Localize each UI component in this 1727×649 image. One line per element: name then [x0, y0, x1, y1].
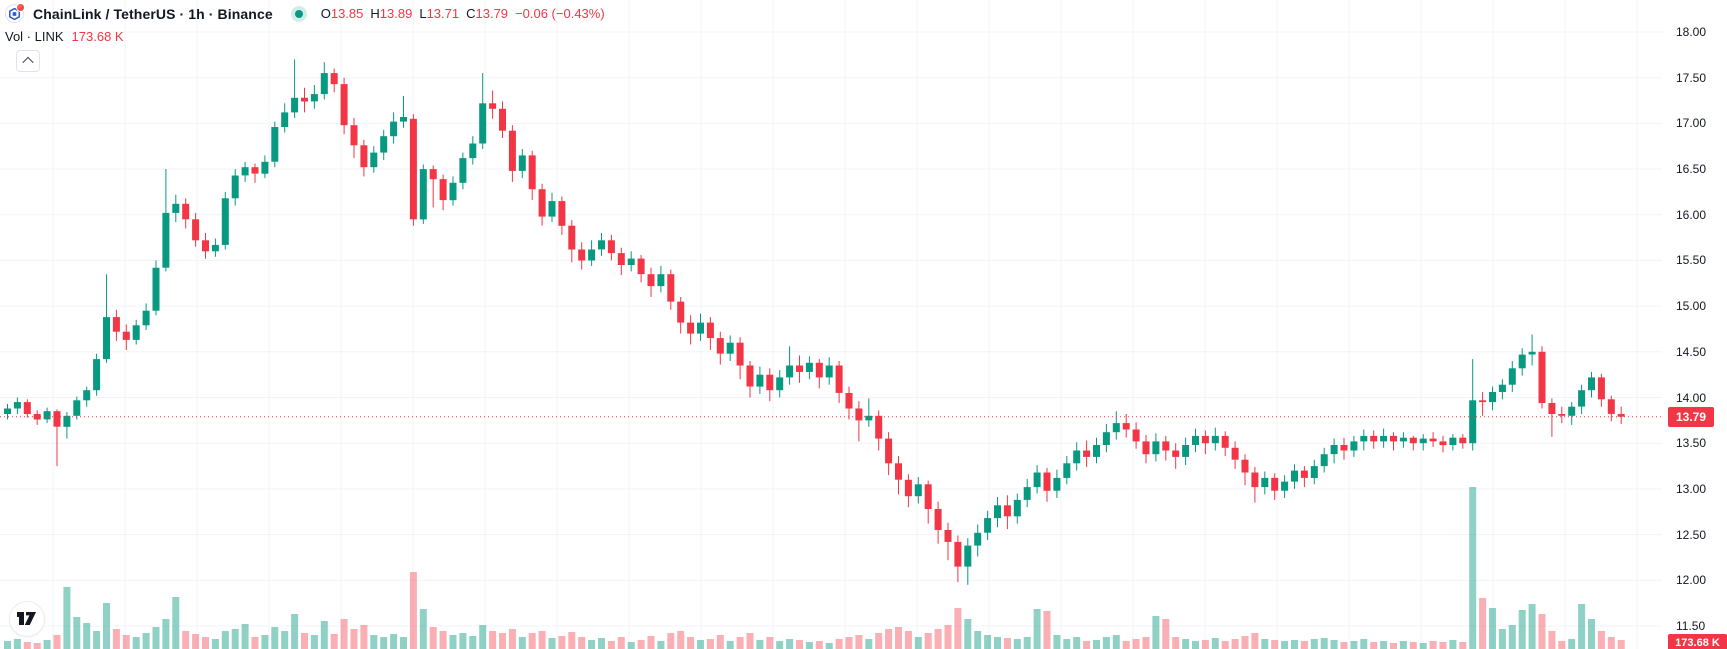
symbol-row: ChainLink / TetherUS · 1h · Binance O 13.…: [5, 3, 605, 24]
price-tick-label: 17.50: [1676, 70, 1707, 85]
price-tick-label: 17.00: [1676, 116, 1707, 131]
high-value: 13.89: [379, 6, 413, 21]
candlestick-volume-plot: [0, 0, 1662, 649]
collapse-legend-button[interactable]: [16, 50, 40, 72]
price-chart-canvas[interactable]: [0, 0, 1662, 649]
market-status-dot-icon[interactable]: [290, 5, 307, 22]
change-value: −0.06 (−0.43%): [515, 6, 605, 21]
price-tick-label: 13.00: [1676, 481, 1707, 496]
tradingview-mark-icon: [17, 612, 36, 625]
chainlink-logo-icon: [5, 3, 25, 23]
price-tick-label: 12.50: [1676, 527, 1707, 542]
indicator-row: Vol · LINK 173.68 K: [5, 27, 605, 45]
volume-indicator-label[interactable]: Vol · LINK: [5, 28, 64, 44]
tradingview-logo[interactable]: [9, 601, 45, 637]
price-tick-label: 14.50: [1676, 344, 1707, 359]
close-label: C: [466, 6, 476, 21]
price-tick-label: 11.50: [1676, 618, 1706, 633]
price-tick-label: 16.00: [1676, 207, 1707, 222]
logo-badge-icon: [16, 3, 25, 12]
price-scale[interactable]: 18.00 17.50 17.00 16.50 16.00 15.50 15.00 14.50…: [1662, 0, 1727, 649]
volume-indicator-value: 173.68 K: [71, 28, 124, 44]
low-value: 13.71: [426, 6, 460, 21]
last-price-badge: 13.79: [1668, 406, 1714, 427]
low-label: L: [419, 6, 427, 21]
symbol-title[interactable]: ChainLink / TetherUS · 1h · Binance: [33, 5, 273, 22]
legend: ChainLink / TetherUS · 1h · Binance O 13.…: [5, 3, 605, 45]
open-value: 13.85: [330, 6, 364, 21]
chevron-up-icon: [22, 56, 34, 69]
price-tick-label: 14.00: [1676, 390, 1707, 405]
price-tick-label: 18.00: [1676, 25, 1707, 39]
close-value: 13.79: [475, 6, 509, 21]
high-label: H: [370, 6, 380, 21]
price-tick-label: 15.00: [1676, 299, 1707, 314]
price-tick-label: 15.50: [1676, 253, 1707, 268]
price-tick-label: 12.00: [1676, 573, 1707, 588]
ohlc-legend: O 13.85 H 13.89 L 13.71 C 13.79 −0.06 (−0.43…: [321, 6, 605, 21]
price-tick-label: 13.50: [1676, 436, 1707, 451]
price-tick-label: 16.50: [1676, 162, 1707, 177]
open-label: O: [320, 6, 331, 21]
volume-value-badge: 173.68 K: [1668, 634, 1727, 649]
